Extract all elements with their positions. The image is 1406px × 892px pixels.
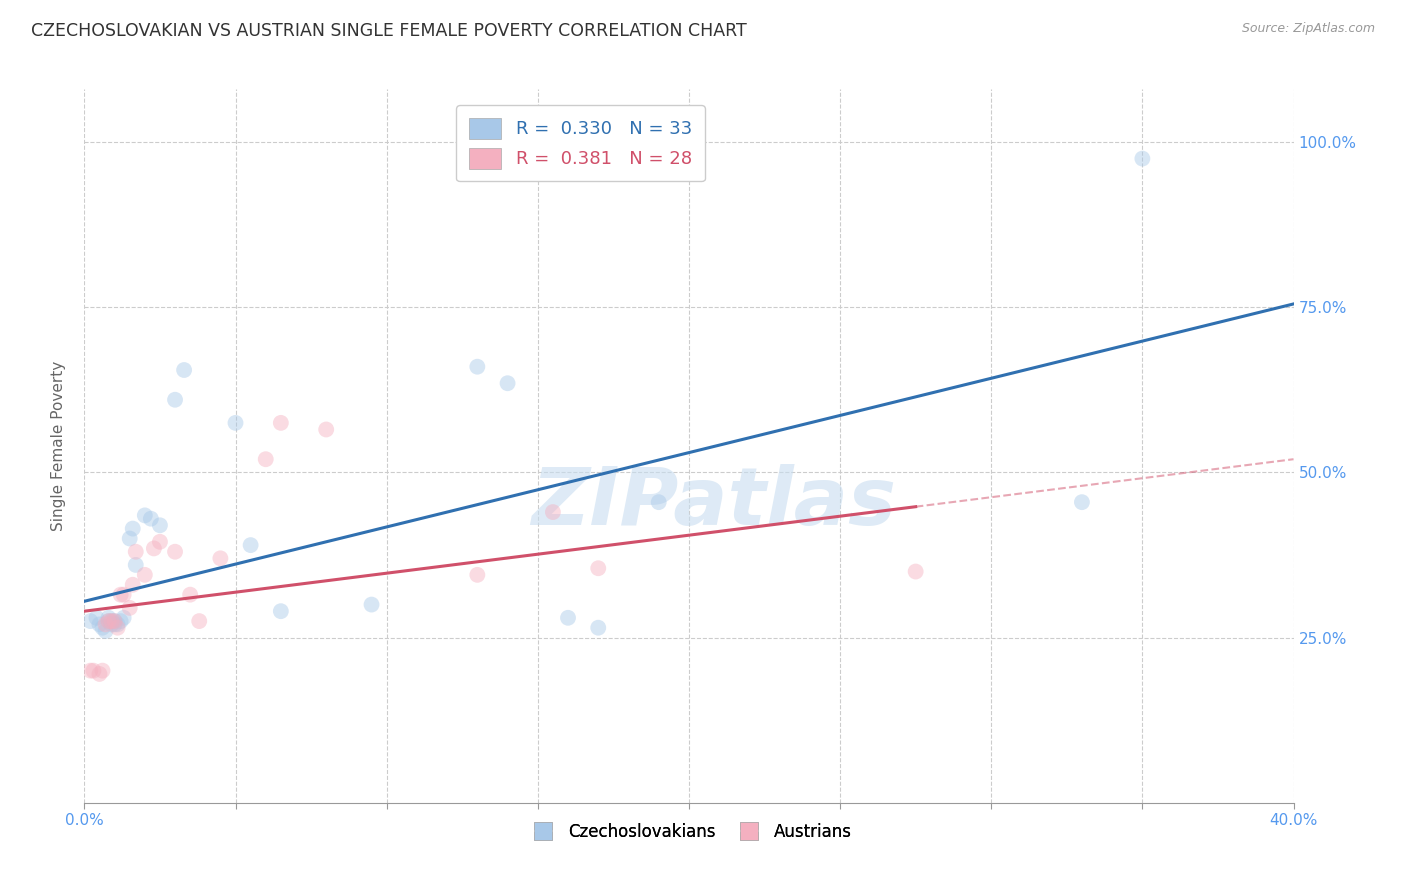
Point <box>118 600 141 615</box>
Point <box>100 614 122 628</box>
Point <box>541 505 564 519</box>
Point <box>254 452 277 467</box>
Point <box>107 621 129 635</box>
Point <box>97 614 120 628</box>
Point <box>134 567 156 582</box>
Point <box>173 363 195 377</box>
Point <box>315 422 337 436</box>
Point <box>557 611 579 625</box>
Point <box>125 558 148 572</box>
Text: ZIPatlas: ZIPatlas <box>530 464 896 542</box>
Point <box>104 614 127 628</box>
Point <box>100 614 122 628</box>
Text: CZECHOSLOVAKIAN VS AUSTRIAN SINGLE FEMALE POVERTY CORRELATION CHART: CZECHOSLOVAKIAN VS AUSTRIAN SINGLE FEMAL… <box>31 22 747 40</box>
Point <box>112 588 135 602</box>
Text: Source: ZipAtlas.com: Source: ZipAtlas.com <box>1241 22 1375 36</box>
Point <box>139 511 162 525</box>
Point <box>134 508 156 523</box>
Point <box>270 416 292 430</box>
Point <box>110 614 132 628</box>
Point <box>86 611 108 625</box>
Point <box>118 532 141 546</box>
Point <box>149 534 172 549</box>
Point <box>496 376 519 391</box>
Point <box>188 614 211 628</box>
Point <box>239 538 262 552</box>
Point <box>82 664 104 678</box>
Point <box>110 588 132 602</box>
Point <box>104 614 127 628</box>
Point <box>91 664 114 678</box>
Point <box>97 614 120 628</box>
Point <box>467 359 489 374</box>
Point <box>467 567 489 582</box>
Point <box>270 604 292 618</box>
Point <box>89 617 111 632</box>
Point <box>588 621 610 635</box>
Point <box>112 611 135 625</box>
Point <box>97 611 120 625</box>
Point <box>125 545 148 559</box>
Point <box>121 522 143 536</box>
Point <box>91 621 114 635</box>
Point <box>225 416 247 430</box>
Point <box>165 545 187 559</box>
Point <box>121 578 143 592</box>
Point <box>179 588 201 602</box>
Point <box>94 617 117 632</box>
Point <box>94 624 117 638</box>
Point <box>1071 495 1094 509</box>
Point <box>104 617 127 632</box>
Legend: Czechoslovakians, Austrians: Czechoslovakians, Austrians <box>520 817 858 848</box>
Point <box>904 565 927 579</box>
Point <box>79 614 101 628</box>
Point <box>100 617 122 632</box>
Point <box>79 664 101 678</box>
Point <box>165 392 187 407</box>
Point <box>142 541 165 556</box>
Point <box>107 617 129 632</box>
Point <box>89 667 111 681</box>
Point <box>1130 152 1153 166</box>
Point <box>648 495 671 509</box>
Point <box>360 598 382 612</box>
Point <box>209 551 232 566</box>
Point <box>588 561 610 575</box>
Y-axis label: Single Female Poverty: Single Female Poverty <box>51 361 66 531</box>
Point <box>149 518 172 533</box>
